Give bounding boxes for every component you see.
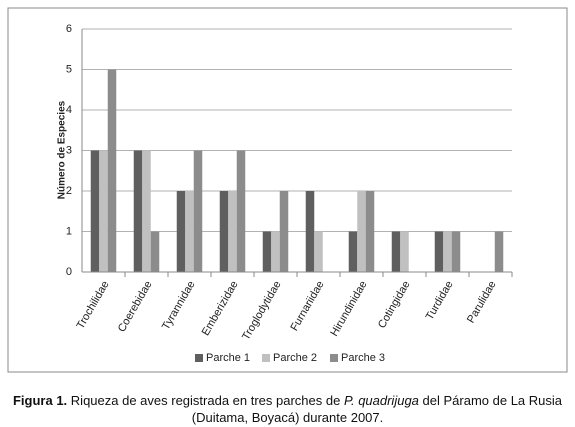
bar	[443, 231, 452, 272]
y-tick-label: 5	[66, 63, 72, 75]
bar	[271, 231, 280, 272]
y-tick-label: 1	[66, 225, 72, 237]
caption-species: P. quadrijuga	[343, 393, 419, 408]
legend-label: Parche 3	[341, 352, 385, 364]
legend-swatch	[262, 354, 270, 362]
bar	[185, 191, 194, 272]
legend-label: Parche 1	[206, 352, 250, 364]
bar	[193, 150, 203, 272]
bar	[348, 231, 358, 272]
bar	[219, 191, 229, 272]
y-tick-label: 0	[66, 266, 72, 278]
y-axis-label: Número de Especies	[57, 100, 68, 199]
bar	[400, 231, 409, 272]
bar	[176, 191, 186, 272]
legend-swatch	[195, 354, 203, 362]
caption-text: Riqueza de aves registrada en tres parch…	[70, 393, 341, 408]
y-tick-label: 4	[66, 104, 72, 116]
bar	[434, 231, 444, 272]
bar	[451, 231, 461, 272]
bar	[357, 191, 366, 272]
y-tick-label: 6	[66, 23, 72, 35]
bar	[228, 191, 237, 272]
caption: Figura 1. Riqueza de aves registrada en …	[8, 392, 567, 426]
legend-label: Parche 2	[273, 352, 317, 364]
caption-label: Figura 1.	[12, 393, 68, 408]
bar	[314, 231, 323, 272]
bar	[150, 231, 160, 272]
bar	[305, 191, 315, 272]
y-tick-label: 3	[66, 144, 72, 156]
bar	[236, 150, 246, 272]
bar	[262, 231, 272, 272]
y-tick-label: 2	[66, 185, 72, 197]
bar	[133, 150, 143, 272]
bar	[99, 150, 108, 272]
legend-swatch	[330, 354, 338, 362]
bar	[107, 69, 117, 272]
bar	[494, 231, 504, 272]
bar	[279, 191, 289, 272]
bar	[142, 150, 151, 272]
bar	[90, 150, 100, 272]
bar	[391, 231, 401, 272]
caption-text: del Páramo de La Rusia (Duitama, Boyacá)…	[191, 393, 563, 425]
bar	[365, 191, 375, 272]
